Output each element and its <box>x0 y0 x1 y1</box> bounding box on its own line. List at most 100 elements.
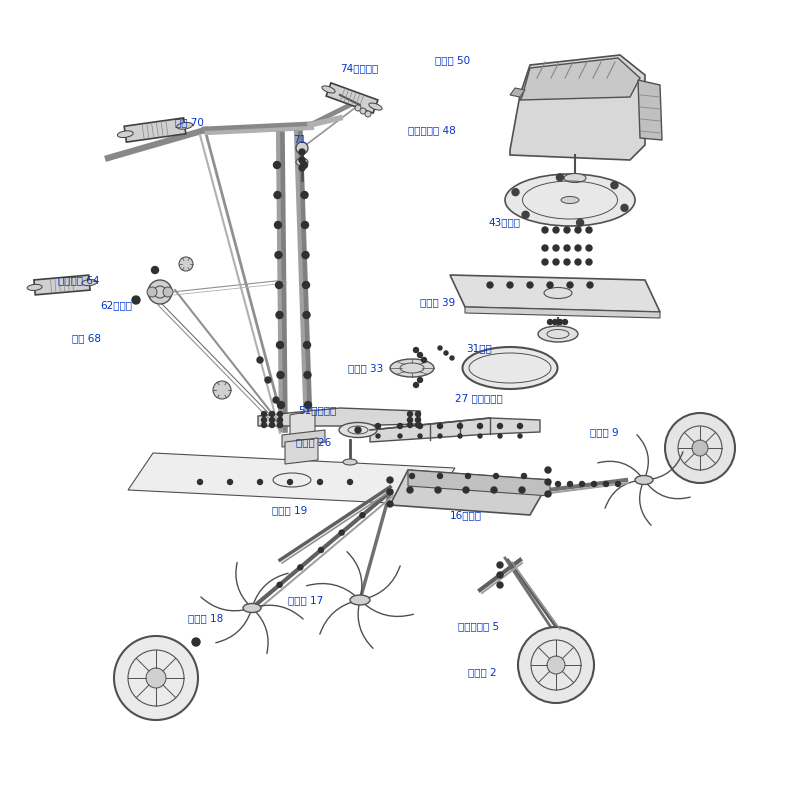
Circle shape <box>458 434 462 438</box>
Circle shape <box>562 319 567 325</box>
Ellipse shape <box>635 475 653 485</box>
Polygon shape <box>34 275 90 295</box>
Polygon shape <box>290 410 315 440</box>
Circle shape <box>547 282 553 288</box>
Circle shape <box>415 418 421 422</box>
Circle shape <box>557 174 563 181</box>
Circle shape <box>414 347 418 353</box>
Circle shape <box>287 479 293 485</box>
Circle shape <box>522 211 529 218</box>
Polygon shape <box>390 470 550 515</box>
Circle shape <box>564 259 570 265</box>
Circle shape <box>278 411 282 417</box>
Circle shape <box>418 378 422 382</box>
Circle shape <box>435 487 441 493</box>
Polygon shape <box>285 438 318 464</box>
Circle shape <box>387 501 393 507</box>
Ellipse shape <box>82 279 97 286</box>
Polygon shape <box>520 58 640 100</box>
Circle shape <box>273 397 279 403</box>
Circle shape <box>542 245 548 251</box>
Ellipse shape <box>561 197 579 203</box>
Circle shape <box>262 422 266 427</box>
Circle shape <box>262 411 266 417</box>
Circle shape <box>151 266 158 274</box>
Polygon shape <box>510 55 645 160</box>
Ellipse shape <box>350 595 370 605</box>
Circle shape <box>407 418 413 422</box>
Circle shape <box>407 422 413 427</box>
Circle shape <box>497 582 503 588</box>
Circle shape <box>494 474 498 478</box>
Polygon shape <box>408 470 550 496</box>
Text: 从动轮 33: 从动轮 33 <box>348 363 383 373</box>
Polygon shape <box>465 307 660 318</box>
Polygon shape <box>282 430 325 447</box>
Circle shape <box>591 482 597 486</box>
Circle shape <box>575 245 581 251</box>
Circle shape <box>522 474 526 478</box>
Circle shape <box>587 282 593 288</box>
Circle shape <box>277 371 284 378</box>
Text: 71: 71 <box>293 135 306 145</box>
Circle shape <box>277 342 283 349</box>
Circle shape <box>547 319 553 325</box>
Ellipse shape <box>462 347 558 389</box>
Circle shape <box>375 423 381 429</box>
Circle shape <box>498 423 502 429</box>
Ellipse shape <box>538 326 578 342</box>
Circle shape <box>458 423 462 429</box>
Circle shape <box>262 418 266 422</box>
Circle shape <box>376 434 380 438</box>
Circle shape <box>438 474 442 478</box>
Text: 62油门线: 62油门线 <box>100 300 132 310</box>
Circle shape <box>198 479 202 485</box>
Circle shape <box>147 287 157 297</box>
Circle shape <box>299 157 305 163</box>
Circle shape <box>444 351 448 355</box>
Circle shape <box>114 636 198 720</box>
Circle shape <box>305 402 311 409</box>
Text: 16变速箱: 16变速箱 <box>450 510 482 520</box>
Circle shape <box>276 311 283 318</box>
Circle shape <box>478 434 482 438</box>
Circle shape <box>497 572 503 578</box>
Circle shape <box>478 423 482 429</box>
Circle shape <box>518 434 522 438</box>
Circle shape <box>132 296 140 304</box>
Circle shape <box>487 282 493 288</box>
Text: 扶手 68: 扶手 68 <box>72 333 101 343</box>
Circle shape <box>303 311 310 318</box>
Text: 主动轮 39: 主动轮 39 <box>420 297 455 307</box>
Circle shape <box>575 259 581 265</box>
Ellipse shape <box>564 174 586 182</box>
Circle shape <box>418 434 422 438</box>
Circle shape <box>270 422 274 427</box>
Circle shape <box>497 562 503 568</box>
Circle shape <box>298 565 302 570</box>
Circle shape <box>418 423 422 429</box>
Circle shape <box>415 411 421 417</box>
Polygon shape <box>326 83 378 113</box>
Circle shape <box>555 482 561 486</box>
Circle shape <box>278 422 282 427</box>
Circle shape <box>615 482 621 486</box>
Text: 74离合手柄: 74离合手柄 <box>340 63 378 73</box>
Circle shape <box>518 627 594 703</box>
Circle shape <box>407 411 413 417</box>
Circle shape <box>227 479 233 485</box>
Text: 支地轮 2: 支地轮 2 <box>468 667 497 677</box>
Circle shape <box>512 189 519 196</box>
Circle shape <box>270 411 274 417</box>
Circle shape <box>163 287 173 297</box>
Circle shape <box>415 422 421 427</box>
Circle shape <box>257 357 263 363</box>
Circle shape <box>302 251 309 258</box>
Circle shape <box>301 191 308 198</box>
Circle shape <box>567 282 573 288</box>
Circle shape <box>274 222 282 229</box>
Circle shape <box>558 319 562 325</box>
Circle shape <box>302 222 309 229</box>
Polygon shape <box>638 80 662 140</box>
Circle shape <box>302 282 310 289</box>
